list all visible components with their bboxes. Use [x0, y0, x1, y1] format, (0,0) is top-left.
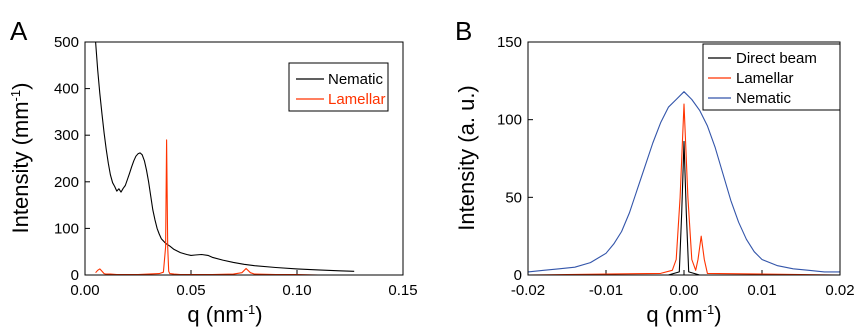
panel-a-xtick-label: 0.00 — [70, 282, 99, 299]
panel-a-legend: Nematic Lamellar — [288, 62, 389, 112]
panel-a-xtick-label: 0.05 — [176, 282, 205, 299]
panel-a-ytick-label: 100 — [54, 220, 79, 237]
panel-a-ytick-label: 0 — [71, 267, 79, 284]
panel-a-legend-label-1: Lamellar — [328, 91, 386, 108]
panel-a-xlabel: q (nm-1) — [187, 302, 262, 327]
panel-b-xlabel: q (nm-1) — [646, 302, 721, 327]
panel-b-letter: B — [455, 16, 472, 46]
panel-a-plot-frame — [84, 41, 404, 276]
panel-b-legend-label-0: Direct beam — [736, 50, 817, 67]
panel-b-legend: Direct beam Lamellar Nematic — [702, 43, 841, 111]
panel-b-series-lamellar — [527, 103, 841, 276]
panel-a-ytick-label: 300 — [54, 127, 79, 144]
panel-b-series-direct-beam — [528, 140, 840, 276]
panel-b-ytick-label: 100 — [497, 112, 522, 129]
panel-a-xtick-label: 0.10 — [282, 282, 311, 299]
panel-a-letter: A — [10, 16, 28, 46]
panel-b-xtick-label: -0.02 — [511, 282, 545, 299]
panel-a-ytick-label: 200 — [54, 174, 79, 191]
panel-a-legend-box — [288, 62, 389, 112]
panel-b: B -0.02 -0.01 0.00 0.01 0.02 0 50 100 150 Direct… — [454, 16, 855, 327]
panel-a-xtick-label: 0.15 — [388, 282, 417, 299]
panel-a-legend-label-0: Nematic — [328, 71, 384, 88]
panel-b-xtick-label: 0.02 — [825, 282, 854, 299]
panel-a-series-lamellar — [95, 139, 355, 276]
panel-b-ytick-label: 150 — [497, 34, 522, 51]
panel-b-xtick-label: 0.00 — [669, 282, 698, 299]
panel-b-ytick-label: 0 — [514, 267, 522, 284]
panel-b-legend-label-2: Nematic — [736, 90, 792, 107]
panel-a-ylabel: Intensity (mm-1) — [8, 83, 33, 234]
panel-a: A 0.00 0.05 0.10 0.15 0 100 200 300 400 500 Nemat… — [8, 16, 418, 327]
panel-a-series-nematic — [95, 41, 355, 272]
panel-b-legend-box — [702, 43, 841, 111]
panel-a-ytick-label: 400 — [54, 81, 79, 98]
panel-b-xtick-label: 0.01 — [747, 282, 776, 299]
panel-b-ylabel: Intensity (a. u.) — [454, 85, 479, 231]
panel-a-ytick-label: 500 — [54, 34, 79, 51]
panel-b-plot-frame — [527, 41, 841, 276]
panel-b-xtick-label: -0.01 — [589, 282, 623, 299]
panel-b-ytick-label: 50 — [505, 189, 522, 206]
panel-b-series-nematic — [527, 91, 840, 273]
panel-b-legend-label-1: Lamellar — [736, 70, 794, 87]
